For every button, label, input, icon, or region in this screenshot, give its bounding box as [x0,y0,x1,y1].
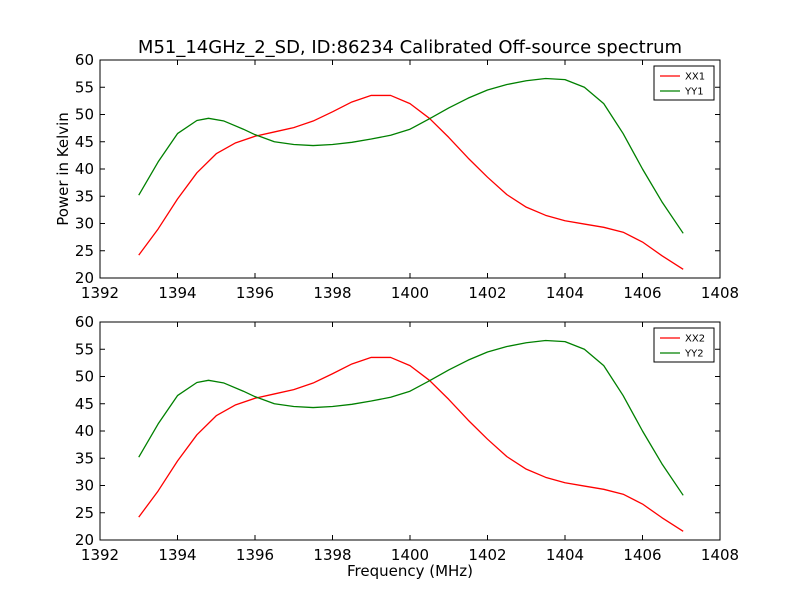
top-x-tick-label: 1394 [158,284,196,302]
top-y-tick-label: 30 [75,215,94,233]
top-y-tick-label: 40 [75,160,94,178]
bottom-panel: 1392 1394 1396 1398 1400 1402 1404 1406 1408 20 25… [75,313,739,564]
bottom-x-tick-label: 1398 [313,546,351,564]
bottom-legend-label-yy2: YY2 [684,349,704,360]
bottom-x-tick-label: 1392 [81,546,119,564]
top-series-line-xx1 [138,94,684,270]
bottom-y-tick-label: 45 [75,395,94,413]
bottom-legend-label-xx2: XX2 [685,334,705,345]
top-x-tick-label: 1392 [81,284,119,302]
top-y-tick-label: 55 [75,78,94,96]
bottom-y-tick-label: 60 [75,313,94,331]
x-axis-label: Frequency (MHz) [347,562,473,580]
bottom-y-tick-label: 35 [75,449,94,467]
top-series-line-yy1 [138,77,684,234]
top-x-tick-label: 1406 [623,284,661,302]
top-y-tick-label: 60 [75,51,94,69]
chart-title: M51_14GHz_2_SD, ID:86234 Calibrated Off-… [138,37,682,58]
top-y-tick-label: 50 [75,106,94,124]
bottom-y-tick-label: 30 [75,477,94,495]
top-x-tick-label: 1402 [468,284,506,302]
bottom-y-tick-label: 55 [75,340,94,358]
y-axis-label: Power in Kelvin [54,112,72,226]
bottom-y-tick-label: 50 [75,368,94,386]
top-y-tick-label: 45 [75,133,94,151]
top-y-tick-label: 25 [75,242,94,260]
bottom-y-tick-label: 20 [75,531,94,549]
top-legend-label-yy1: YY1 [684,87,704,98]
bottom-y-tick-label: 25 [75,504,94,522]
top-legend-label-xx1: XX1 [685,72,705,83]
bottom-x-tick-label: 1406 [623,546,661,564]
bottom-series-line-xx2 [138,356,684,532]
bottom-legend-box [653,327,715,363]
bottom-series-line-yy2 [138,339,684,496]
top-x-tick-label: 1408 [701,284,739,302]
top-x-tick-label: 1396 [236,284,274,302]
top-y-tick-label: 20 [75,269,94,287]
top-x-tick-label: 1398 [313,284,351,302]
top-x-tick-label: 1404 [546,284,584,302]
bottom-x-tick-label: 1404 [546,546,584,564]
bottom-x-tick-label: 1400 [391,546,429,564]
top-y-tick-label: 35 [75,187,94,205]
bottom-x-tick-label: 1394 [158,546,196,564]
top-x-tick-label: 1400 [391,284,429,302]
top-panel: 1392 1394 1396 1398 1400 1402 1404 1406 1408 20 25… [75,51,739,302]
bottom-x-tick-label: 1396 [236,546,274,564]
top-legend-box [653,65,715,101]
bottom-y-tick-label: 40 [75,422,94,440]
bottom-x-tick-label: 1408 [701,546,739,564]
bottom-x-tick-label: 1402 [468,546,506,564]
